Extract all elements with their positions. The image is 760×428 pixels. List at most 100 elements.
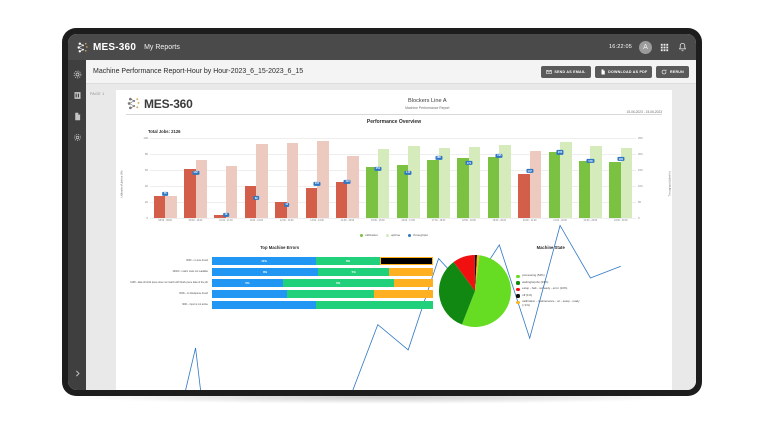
app-window: MES-360 My Reports 16:22:05 A [68,34,696,390]
error-bar-segment [380,256,434,265]
utilization-bar [214,214,226,218]
y-tick-right: 50 [638,200,642,204]
legend-item[interactable]: throughput [408,233,428,237]
error-stacked-bar[interactable]: 8% 5% [212,267,434,276]
error-stacked-bar[interactable] [212,289,434,298]
x-tick-label: 22:00 - 23:00 [583,220,598,222]
performance-overview-chart: Utilization/Uptime (%) Throughput (jobs/… [119,136,671,232]
uptime-bar [377,149,390,218]
email-icon [546,69,552,74]
error-bar-segment: 5% [212,278,283,287]
legend-swatch [385,233,389,237]
errors-panel-title: Top Machine Errors [260,245,300,250]
send-as-email-button[interactable]: SEND AS EMAIL [540,65,591,78]
pie-legend-item[interactable]: calibration - maintenance - on - setup -… [516,299,584,308]
rerun-button[interactable]: RERUN [656,65,689,78]
x-tick-label: 16:00 - 17:00 [401,220,415,222]
rerun-label: RERUN [669,69,684,74]
avatar[interactable]: A [639,40,652,54]
pie-legend-label: off (1%) [522,292,533,297]
pie-legend-dot [516,274,520,279]
legend-item[interactable]: uptime [385,233,400,237]
pie-slice[interactable] [475,255,480,291]
error-stacked-bar[interactable]: 5% 6% [212,278,434,287]
x-tick-label: 17:00 - 18:00 [431,220,446,222]
throughput-point-label: 141 [404,170,412,175]
error-row: 3001 - input is not active [126,299,434,310]
dashboard-icon[interactable] [73,70,82,79]
utilization-bar [457,158,469,218]
app-top-bar: MES-360 My Reports 16:22:05 A [68,34,696,60]
notification-bell-icon[interactable] [677,42,688,53]
report-type-label: Machine Performance Report [405,106,450,110]
uptime-bar [468,146,481,218]
utilization-bar [396,165,409,218]
error-stacked-bar[interactable]: 13% 8% [212,256,434,265]
error-bar-segment [212,300,317,309]
chart-category-slot: 14:00 - 15:00 [332,138,362,222]
errors-rows: 6003 - no lens found 13% 8% 4040C - matrix … [126,255,434,310]
gridline [150,170,636,171]
brand-logo[interactable]: MES-360 [76,41,136,54]
sheet-heading-group: Blockers Line A Machine Performance Repo… [405,96,449,110]
gridline [150,138,636,139]
sheet-logo-text: MES-360 [144,96,193,111]
chart-category-slot: 16:00 - 17:00 [393,138,423,222]
pie-legend-item[interactable]: processing (54%) [516,273,584,279]
settings-icon[interactable] [73,133,82,142]
legend-item[interactable]: utilization [360,233,378,237]
reports-icon[interactable] [73,91,82,100]
error-bar-segment [287,289,374,298]
report-date-range: 15-06-2023 - 15-06-2023 [626,110,662,114]
apps-grid-icon[interactable] [659,42,670,53]
chart-category-slot: 21:00 - 22:00 [545,138,575,222]
header-divider [126,114,662,115]
refresh-icon [662,69,667,74]
chart-category-slot: 10:00 - 11:00 [211,138,241,222]
y-tick-right: 250 [638,136,643,140]
error-bar-segment [212,289,288,298]
performance-overview-title: Performance Overview [366,119,422,125]
utilization-bar [518,174,530,218]
pie-slice[interactable] [454,255,476,291]
uptime-bar [499,145,511,218]
gridline [150,186,636,187]
pie-legend-item[interactable]: off (1%) [516,292,584,298]
x-tick-label: 14:00 - 15:00 [340,220,355,222]
expand-rail-icon[interactable] [73,369,82,378]
utilization-bar [335,182,348,218]
error-stacked-bar[interactable] [212,300,434,309]
throughput-point-label: 195 [495,153,503,158]
download-as-pdf-button[interactable]: DOWNLOAD AS PDF [594,65,653,78]
pie-legend-item[interactable]: estop - halt - notready - error (10%) [516,286,584,292]
error-row: 6006 - no blockpiece found [126,288,434,299]
bottom-panels: Top Machine Errors 6003 - no lens found 1… [126,245,662,327]
error-label: 6108 - data of block piece does not matc… [130,281,208,284]
pie-slice[interactable] [439,261,476,325]
throughput-point-label: 113 [343,179,351,184]
pie-legend-item[interactable]: waitingforjobs (34%) [516,280,584,285]
x-tick-label: 23:00 - 00:00 [614,220,628,222]
pie-slice[interactable] [462,255,512,327]
pie-legend-dot [516,287,520,292]
documents-icon[interactable] [73,112,82,121]
pie-slice[interactable] [475,255,478,291]
chart-category-slot: 17:00 - 18:00 [423,138,453,222]
error-segment-value: 13% [261,258,267,263]
mes360-logo-icon [77,42,88,52]
chart-category-slot: 22:00 - 23:00 [575,138,605,222]
page-indicator: PAGE 1 [90,92,105,96]
report-canvas[interactable]: PAGE 1 [86,84,696,390]
throughput-point-label: 178 [586,158,594,164]
throughput-point-label: 184 [617,157,625,162]
throughput-line [150,138,636,390]
download-as-pdf-label: DOWNLOAD AS PDF [608,69,648,74]
throughput-point-label: 76 [162,191,169,196]
utilization-bar [427,159,439,218]
clock-display: 16:22:05 [608,44,632,50]
uptime-bar [256,144,268,218]
y-tick-right: 100 [638,184,643,188]
error-bar-segment [393,278,434,287]
legend-label: utilization [365,233,378,237]
